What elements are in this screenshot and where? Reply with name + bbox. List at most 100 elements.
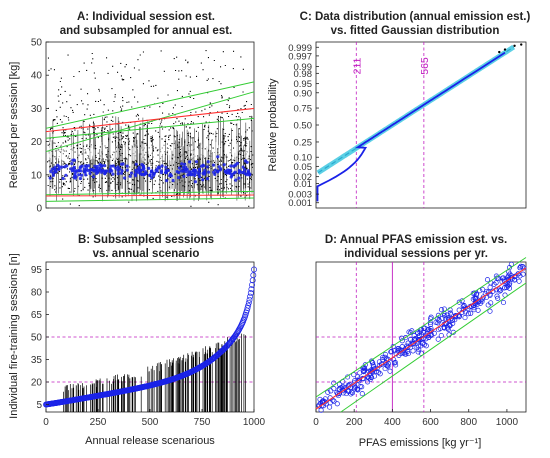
panel-a-blue-point xyxy=(111,172,115,176)
panel-a-blue-point xyxy=(93,164,97,168)
panel-c-reference-label: 211 xyxy=(351,57,363,74)
panel-d-point xyxy=(334,401,340,407)
panel-a-blue-point xyxy=(72,169,76,173)
panel-a-blue-point xyxy=(125,164,129,168)
panel-d-xtick-label: 800 xyxy=(460,417,477,428)
panel-d-point xyxy=(320,398,326,404)
panel-a-blue-point xyxy=(205,165,209,169)
panel-d-point xyxy=(444,325,450,331)
panel-c-ytick-label: 0.999 xyxy=(288,43,312,54)
panel-b-ytick-label: 80 xyxy=(31,288,43,299)
panel-a-blue-point xyxy=(134,174,138,178)
panel-a-blue-point xyxy=(99,164,104,168)
panel-d-point xyxy=(408,341,414,348)
panel-d-point xyxy=(359,384,365,390)
panel-d-point xyxy=(520,271,526,277)
panel-b-ylabel: Individual fire-training sessions [n] xyxy=(8,253,20,419)
panel-a-blue-point xyxy=(227,168,231,172)
panel-d-point xyxy=(484,277,491,283)
panel-a-blue-point xyxy=(114,166,118,170)
panel-a-blue-point xyxy=(103,164,107,168)
panel-a-blue-point xyxy=(216,155,220,159)
panel-d-point xyxy=(480,286,486,293)
panel-d-point xyxy=(317,396,323,402)
panel-d-point xyxy=(360,375,366,381)
panel-c-title-line2: vs. fitted Gaussian distribution xyxy=(331,25,500,37)
panel-a-blue-point xyxy=(53,165,57,169)
panel-b-scenario-point xyxy=(232,332,239,339)
panel-a-blue-point xyxy=(215,170,219,174)
panel-c-ytick-label: 0.99 xyxy=(294,62,313,73)
panel-d-point xyxy=(517,265,523,271)
panel-a-blue-point xyxy=(225,171,229,175)
panel-a-blue-point xyxy=(246,169,250,173)
panel-a-blue-point xyxy=(229,164,233,168)
panel-d-point xyxy=(472,295,478,301)
panel-d-point xyxy=(349,389,355,395)
panel-a-blue-point xyxy=(243,168,247,172)
panel-d-point xyxy=(369,359,375,366)
panel-a-blue-point xyxy=(197,167,201,171)
panel-d-point xyxy=(374,365,380,371)
panel-a-blue-point xyxy=(182,174,186,178)
panel-a-blue-point xyxy=(65,164,69,168)
panel-a-blue-point xyxy=(116,168,120,172)
panel-a-blue-point xyxy=(150,169,154,173)
panel-a-blue-point xyxy=(111,164,115,168)
panel-a-blue-point xyxy=(237,168,241,173)
panel-a-blue-point xyxy=(177,166,181,170)
panel-d-point xyxy=(491,281,497,287)
panel-d-xtick-label: 600 xyxy=(422,417,439,428)
panel-d-point xyxy=(471,307,477,313)
panel-d-point xyxy=(346,388,352,394)
panel-a-green-line xyxy=(45,91,255,153)
panel-a-blue-point xyxy=(101,168,105,172)
panel-c-ytick-label: 0.10 xyxy=(294,153,313,164)
panel-a-blue-point xyxy=(77,169,81,173)
panel-a-blue-point xyxy=(80,173,84,177)
panel-d-xtick-label: 400 xyxy=(384,417,401,428)
panel-a-green-line xyxy=(45,190,255,196)
panel-a-blue-point xyxy=(158,166,162,170)
panel-a-yticks: 0 10 20 30 40 50 xyxy=(31,38,49,215)
panel-a-blue-point xyxy=(213,172,217,176)
panel-d-point xyxy=(500,299,507,306)
panel-a-blue-point xyxy=(219,167,223,171)
panel-b-scenario-point xyxy=(249,281,255,288)
panel-a-blue-point xyxy=(147,166,151,170)
panel-a-blue-point xyxy=(129,171,133,175)
panel-d-point xyxy=(359,391,365,397)
panel-b-ytick-label: 65 xyxy=(31,310,43,321)
panel-b-ytick-label: 50 xyxy=(31,333,43,344)
panel-a-blue-point xyxy=(169,174,173,178)
panel-c: C: Data distribution (annual emission es… xyxy=(267,11,530,209)
panel-a-blue-point xyxy=(193,173,197,177)
panel-d-xtick-label: 0 xyxy=(313,417,319,428)
panel-a-blue-point xyxy=(61,176,65,181)
panel-d-point xyxy=(395,348,401,354)
panel-b-xtick-label: 500 xyxy=(142,417,159,428)
panel-a-title-line2: and subsampled for annual est. xyxy=(60,25,233,37)
panel-d-point xyxy=(462,315,468,321)
panel-a-green-line xyxy=(45,117,255,139)
panel-d-point xyxy=(405,350,411,357)
panel-d-point xyxy=(390,343,396,350)
panel-a-blue-point xyxy=(234,178,238,182)
panel-c-ytick-label: 0.02 xyxy=(294,172,313,183)
panel-a-blue-point xyxy=(94,171,98,176)
panel-d-point xyxy=(414,344,420,351)
panel-d-point xyxy=(417,333,423,339)
panel-d-point xyxy=(488,300,494,306)
panel-a-blue-point xyxy=(72,175,76,179)
panel-a-blue-point xyxy=(50,167,55,171)
panel-a-blue-point xyxy=(69,167,73,171)
panel-a-blue-point xyxy=(180,162,184,166)
panel-c-ytick-label: 0.75 xyxy=(294,104,313,115)
panel-a-ytick-label: 40 xyxy=(31,71,43,82)
panel-a-blue-point xyxy=(242,170,246,174)
panel-d-point xyxy=(412,336,418,342)
panel-d-point xyxy=(487,308,493,314)
panel-a-blue-point xyxy=(137,167,141,171)
